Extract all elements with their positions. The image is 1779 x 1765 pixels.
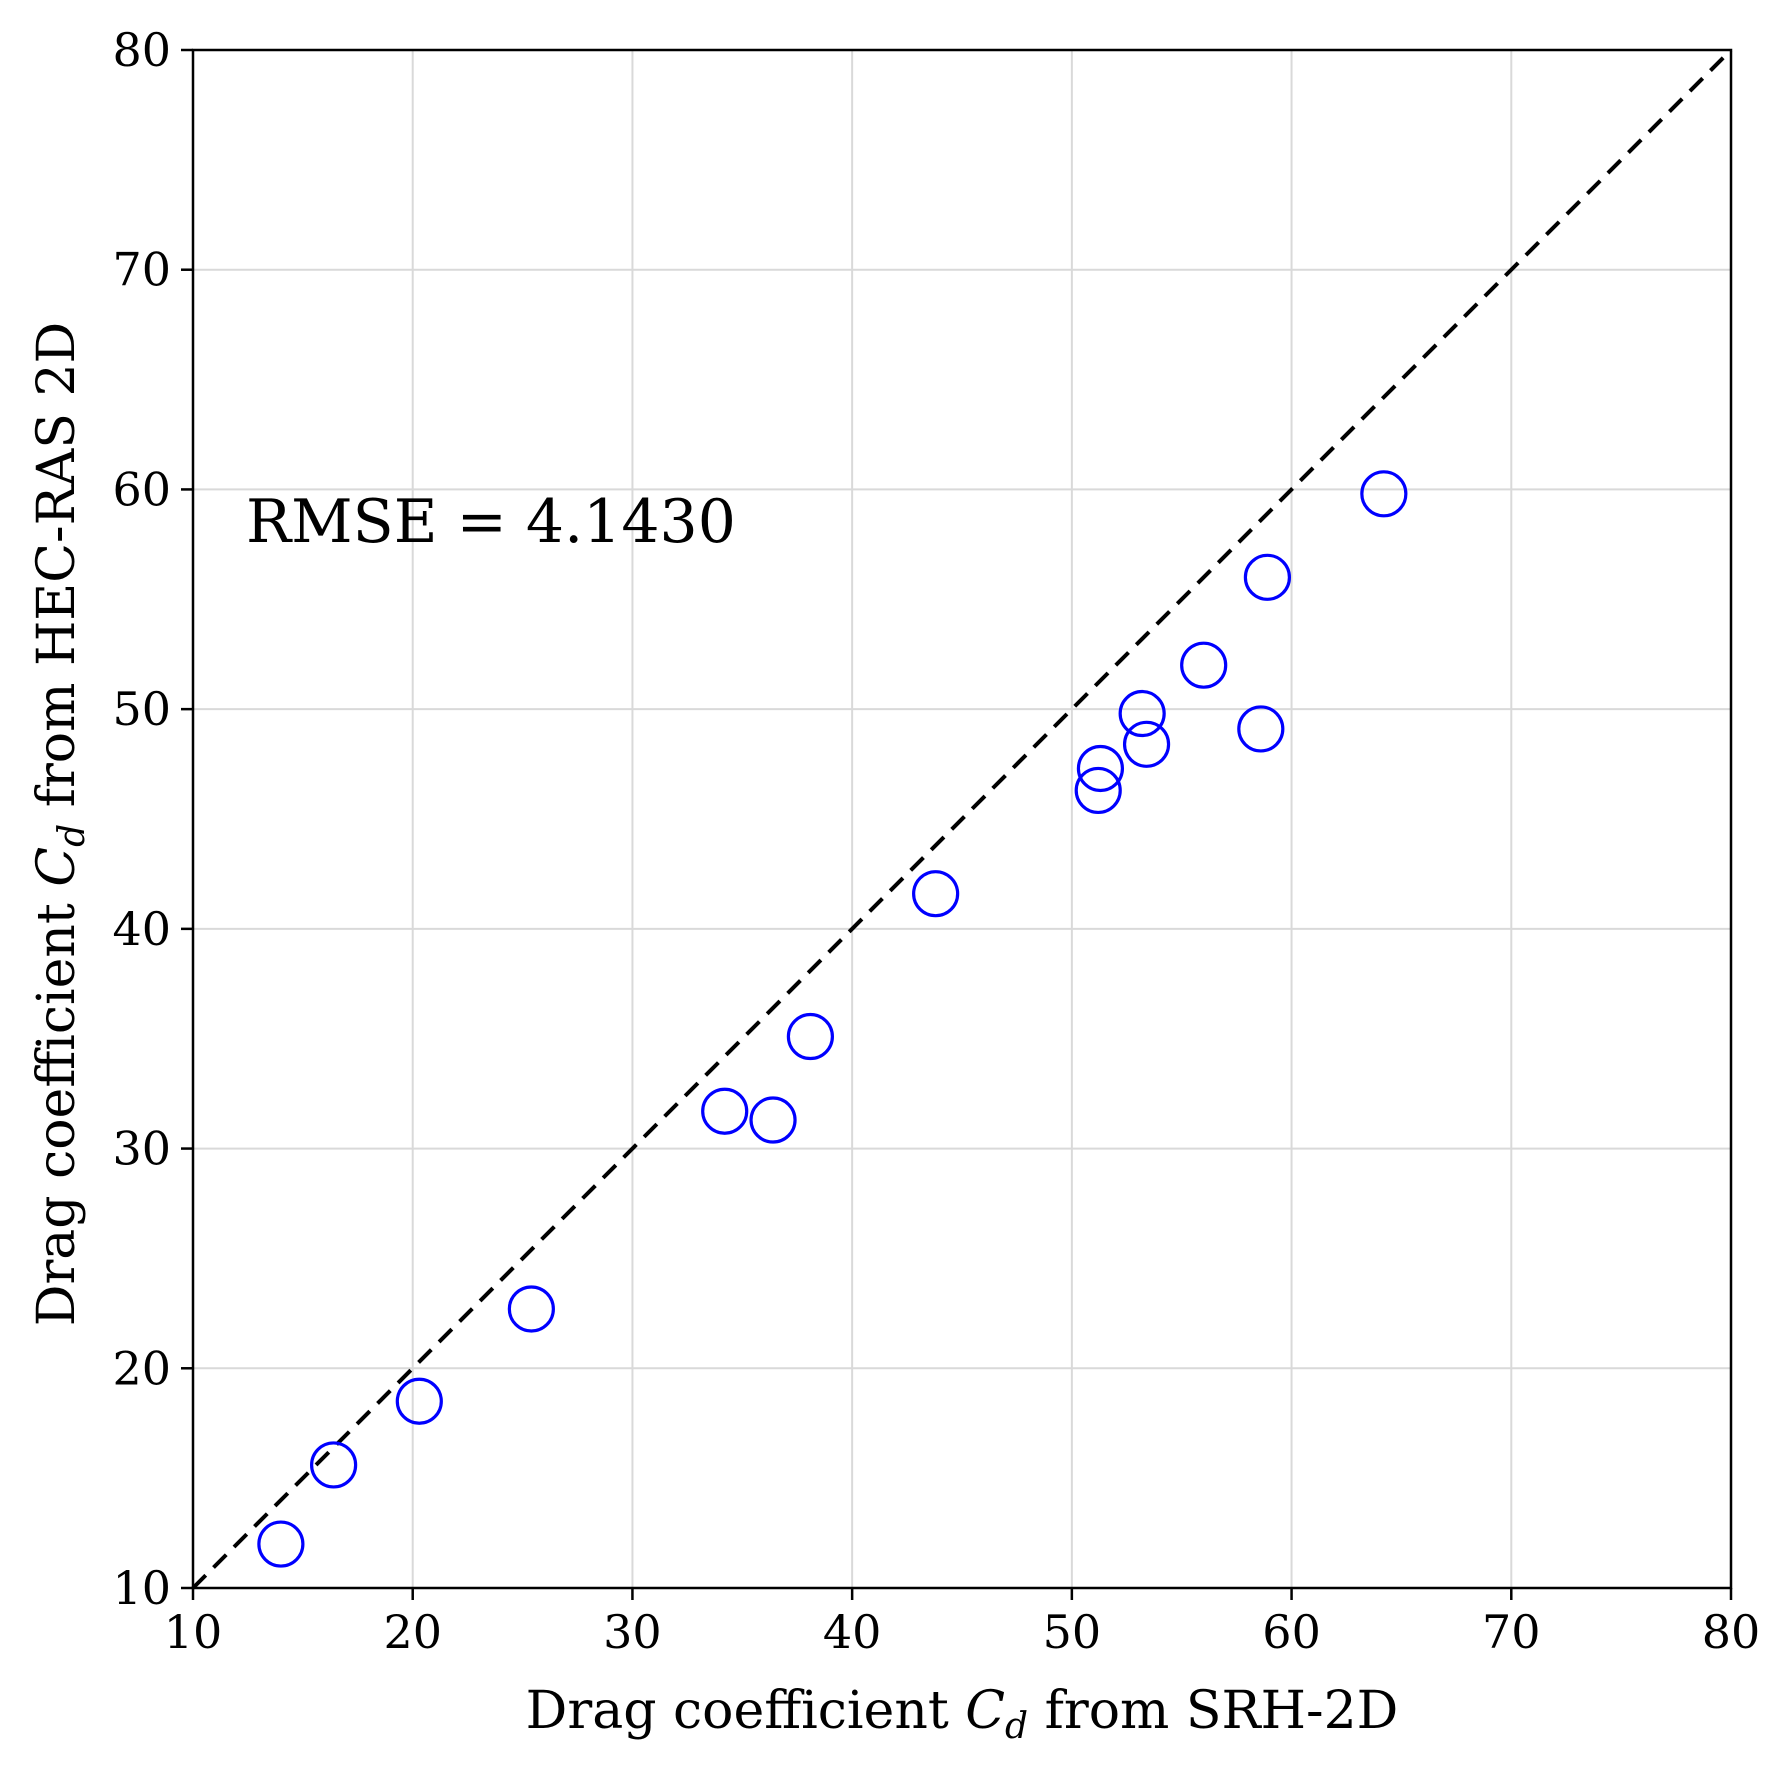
y-tick-label-50: 50 xyxy=(112,682,171,736)
y-tick-label-10: 10 xyxy=(112,1561,171,1615)
x-axis-label-text: Drag coefficient xyxy=(526,1681,966,1741)
data-point-14 xyxy=(1237,705,1285,753)
x-tick-label-70: 70 xyxy=(1482,1605,1541,1659)
data-point-9 xyxy=(1074,766,1122,815)
x-axis-label-suffix: from SRH-2D xyxy=(1028,1681,1398,1741)
data-point-7 xyxy=(786,1012,834,1061)
y-axis-label-suffix: from HEC-RAS 2D xyxy=(27,322,87,824)
x-tick-labels: 10 20 30 40 50 60 70 80 xyxy=(164,1605,1761,1659)
x-axis-label-math: C xyxy=(965,1681,1005,1741)
y-axis-label-subscript: d xyxy=(52,824,93,847)
data-point-6 xyxy=(749,1096,797,1144)
data-point-16 xyxy=(1360,470,1408,518)
data-point-8 xyxy=(912,870,960,918)
x-axis-label-subscript: d xyxy=(1005,1706,1028,1747)
data-point-15 xyxy=(1243,553,1292,601)
data-point-3 xyxy=(395,1377,443,1425)
rmse-annotation: RMSE = 4.1430 xyxy=(246,487,736,557)
y-tick-label-30: 30 xyxy=(112,1122,171,1176)
x-tick-label-10: 10 xyxy=(164,1605,223,1659)
plot-frame xyxy=(191,48,1733,1590)
y-tick-label-20: 20 xyxy=(112,1341,171,1395)
y-tick-label-60: 60 xyxy=(112,462,171,516)
x-tick-label-80: 80 xyxy=(1702,1605,1761,1659)
y-tick-label-40: 40 xyxy=(112,902,171,956)
data-points xyxy=(257,470,1408,1568)
x-tick-label-40: 40 xyxy=(823,1605,882,1659)
y-axis-label-math: C xyxy=(27,847,87,887)
y-tick-labels: 10 20 30 40 50 60 70 80 xyxy=(112,23,171,1615)
data-point-10 xyxy=(1076,744,1125,793)
x-axis-label: Drag coefficient Cd from SRH-2D xyxy=(526,1681,1399,1747)
data-point-4 xyxy=(507,1285,555,1333)
x-tick-label-50: 50 xyxy=(1043,1605,1102,1659)
x-tick-label-60: 60 xyxy=(1262,1605,1321,1659)
x-tick-label-20: 20 xyxy=(383,1605,442,1659)
data-point-12 xyxy=(1122,720,1171,768)
y-tick-label-70: 70 xyxy=(112,243,171,297)
data-point-5 xyxy=(701,1087,749,1135)
y-axis-label: Drag coefficient Cd from HEC-RAS 2D xyxy=(27,322,93,1327)
y-tick-label-80: 80 xyxy=(112,23,171,77)
data-point-1 xyxy=(257,1520,305,1568)
grid-lines xyxy=(192,49,1732,1589)
data-point-11 xyxy=(1118,689,1166,738)
axis-ticks xyxy=(181,48,1733,1600)
y-axis-label-text: Drag coefficient xyxy=(27,887,87,1327)
identity-reference-line xyxy=(191,48,1733,1590)
x-tick-label-30: 30 xyxy=(603,1605,662,1659)
data-point-13 xyxy=(1180,641,1228,689)
data-point-2 xyxy=(310,1441,358,1489)
